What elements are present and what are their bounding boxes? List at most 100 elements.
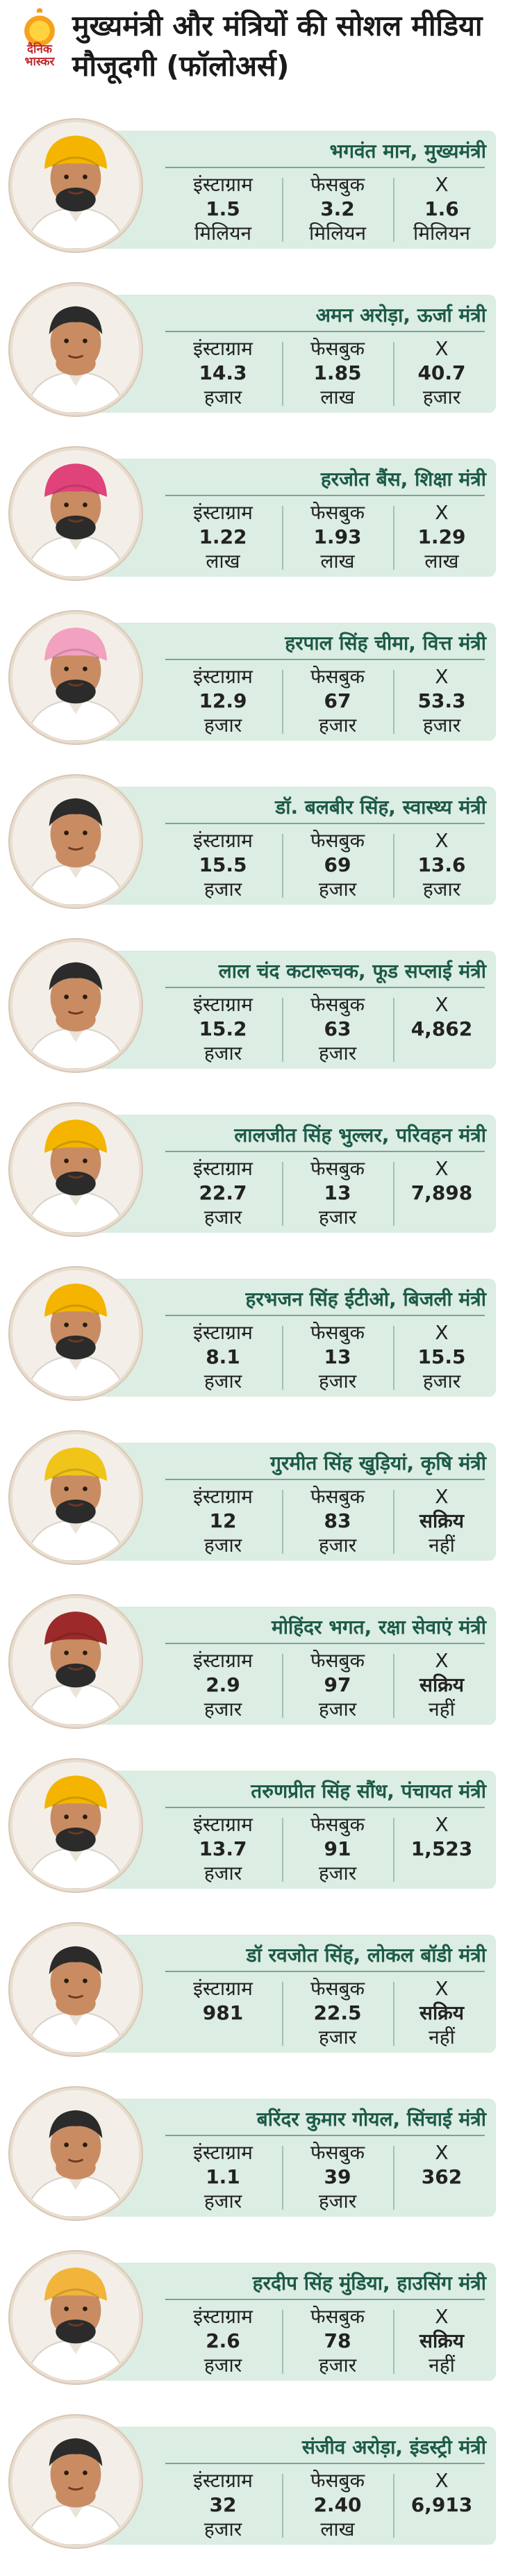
facebook-column: फेसबुक 22.5 हजार bbox=[282, 1976, 393, 2049]
minister-card: हरदीप सिंह मुंडिया, हाउसिंग मंत्री इंस्ट… bbox=[82, 2263, 496, 2381]
minister-photo bbox=[10, 1104, 142, 1236]
x-column: X 1,523 bbox=[393, 1812, 490, 1885]
minister-name: हरजोत बैंस, शिक्षा मंत्री bbox=[320, 468, 486, 491]
minister-name: मोहिंदर भगत, रक्षा सेवाएं मंत्री bbox=[272, 1616, 486, 1639]
instagram-column: इंस्टाग्राम 12 हजार bbox=[164, 1484, 282, 1557]
instagram-value: 1.5 bbox=[206, 197, 240, 220]
instagram-column: इंस्टाग्राम 14.3 हजार bbox=[164, 336, 282, 409]
x-label: X bbox=[435, 1485, 449, 1508]
x-unit: मिलियन bbox=[413, 222, 470, 245]
instagram-value: 32 bbox=[209, 2493, 237, 2516]
minister-photo bbox=[10, 1923, 142, 2056]
minister-entry: भगवंत मान, मुख्यमंत्री इंस्टाग्राम 1.5 म… bbox=[0, 118, 507, 252]
minister-entry: डॉ. बलबीर सिंह, स्वास्थ्य मंत्री इंस्टाग… bbox=[0, 774, 507, 908]
facebook-unit: लाख bbox=[320, 550, 355, 573]
logo-text-line1: दैनिक bbox=[27, 42, 52, 56]
minister-card: हरजोत बैंस, शिक्षा मंत्री इंस्टाग्राम 1.… bbox=[82, 459, 496, 577]
x-label: X bbox=[435, 1321, 449, 1344]
divider-line bbox=[165, 2463, 485, 2464]
x-value: 53.3 bbox=[417, 689, 466, 712]
facebook-column: फेसबुक 97 हजार bbox=[282, 1648, 393, 1721]
minister-card: तरुणप्रीत सिंह सौंध, पंचायत मंत्री इंस्ट… bbox=[82, 1771, 496, 1889]
x-unit: लाख bbox=[424, 550, 459, 573]
divider-line bbox=[165, 167, 485, 168]
instagram-column: इंस्टाग्राम 981 bbox=[164, 1976, 282, 2049]
facebook-value: 1.93 bbox=[313, 525, 362, 548]
facebook-value: 1.85 bbox=[313, 361, 362, 384]
facebook-unit: हजार bbox=[318, 2354, 357, 2377]
facebook-unit: लाख bbox=[320, 386, 355, 409]
minister-card: भगवंत मान, मुख्यमंत्री इंस्टाग्राम 1.5 म… bbox=[82, 131, 496, 249]
divider-line bbox=[165, 2135, 485, 2136]
facebook-unit: हजार bbox=[318, 1042, 357, 1065]
x-label: X bbox=[435, 829, 449, 852]
x-value: 1,523 bbox=[410, 1837, 473, 1860]
instagram-value: 14.3 bbox=[199, 361, 247, 384]
x-unit: हजार bbox=[422, 878, 461, 901]
minister-entry: तरुणप्रीत सिंह सौंध, पंचायत मंत्री इंस्ट… bbox=[0, 1758, 507, 1892]
instagram-unit: लाख bbox=[206, 550, 240, 573]
instagram-label: इंस्टाग्राम bbox=[193, 665, 253, 688]
minister-entry: डॉ रवजोत सिंह, लोकल बॉडी मंत्री इंस्टाग्… bbox=[0, 1922, 507, 2056]
instagram-column: इंस्टाग्राम 8.1 हजार bbox=[164, 1320, 282, 1393]
x-value: सक्रिय bbox=[419, 2001, 464, 2024]
column-separator bbox=[282, 342, 283, 406]
divider-line bbox=[165, 2299, 485, 2300]
minister-card: हरपाल सिंह चीमा, वित्त मंत्री इंस्टाग्रा… bbox=[82, 623, 496, 741]
x-column: X 40.7 हजार bbox=[393, 336, 490, 409]
minister-entry: मोहिंदर भगत, रक्षा सेवाएं मंत्री इंस्टाग… bbox=[0, 1594, 507, 1728]
sun-icon bbox=[17, 13, 63, 58]
x-value: 13.6 bbox=[417, 853, 466, 876]
instagram-unit: हजार bbox=[203, 386, 242, 409]
x-label: X bbox=[435, 1977, 449, 2000]
portrait-illustration bbox=[13, 1762, 139, 1889]
x-unit: नहीं bbox=[429, 2026, 455, 2049]
minister-entry: संजीव अरोड़ा, इंडस्ट्री मंत्री इंस्टाग्र… bbox=[0, 2414, 507, 2548]
instagram-unit: हजार bbox=[203, 1862, 242, 1885]
facebook-label: फेसबुक bbox=[310, 1977, 365, 2000]
portrait-illustration bbox=[13, 1106, 139, 1233]
column-separator bbox=[393, 834, 394, 898]
column-separator bbox=[282, 1326, 283, 1390]
instagram-value: 1.22 bbox=[199, 525, 247, 548]
instagram-unit: हजार bbox=[203, 2190, 242, 2213]
x-value: सक्रिय bbox=[419, 1509, 464, 1532]
instagram-column: इंस्टाग्राम 12.9 हजार bbox=[164, 664, 282, 737]
facebook-label: फेसबुक bbox=[310, 993, 365, 1016]
column-separator bbox=[282, 178, 283, 242]
facebook-label: फेसबुक bbox=[310, 829, 365, 852]
instagram-column: इंस्टाग्राम 1.5 मिलियन bbox=[164, 172, 282, 245]
facebook-column: फेसबुक 78 हजार bbox=[282, 2304, 393, 2377]
minister-entry: गुरमीत सिंह खुड़ियां, कृषि मंत्री इंस्टा… bbox=[0, 1430, 507, 1564]
instagram-value: 1.1 bbox=[206, 2165, 240, 2188]
column-separator bbox=[282, 834, 283, 898]
x-column: X 15.5 हजार bbox=[393, 1320, 490, 1393]
instagram-value: 15.2 bbox=[199, 1017, 247, 1040]
instagram-label: इंस्टाग्राम bbox=[193, 1321, 253, 1344]
instagram-value: 981 bbox=[202, 2001, 244, 2024]
portrait-illustration bbox=[13, 614, 139, 741]
column-separator bbox=[393, 1982, 394, 2046]
facebook-unit: हजार bbox=[318, 1862, 357, 1885]
minister-card: हरभजन सिंह ईटीओ, बिजली मंत्री इंस्टाग्रा… bbox=[82, 1279, 496, 1397]
divider-line bbox=[165, 1807, 485, 1808]
x-value: 4,862 bbox=[410, 1017, 473, 1040]
minister-card: लालजीत सिंह भुल्लर, परिवहन मंत्री इंस्टा… bbox=[82, 1115, 496, 1233]
logo-text: दैनिक भास्कर bbox=[10, 43, 69, 68]
facebook-label: फेसबुक bbox=[310, 173, 365, 196]
instagram-label: इंस्टाग्राम bbox=[193, 337, 253, 360]
instagram-value: 2.9 bbox=[206, 1673, 240, 1696]
portrait-illustration bbox=[13, 1598, 139, 1725]
x-value: 7,898 bbox=[410, 1181, 473, 1204]
facebook-column: फेसबुक 69 हजार bbox=[282, 828, 393, 901]
facebook-label: फेसबुक bbox=[310, 1485, 365, 1508]
minister-photo bbox=[10, 940, 142, 1072]
instagram-column: इंस्टाग्राम 32 हजार bbox=[164, 2468, 282, 2541]
instagram-unit: हजार bbox=[203, 2518, 242, 2541]
header: दैनिक भास्कर मुख्यमंत्री और मंत्रियों की… bbox=[0, 0, 507, 118]
x-value: 15.5 bbox=[417, 1345, 466, 1368]
minister-entry: हरदीप सिंह मुंडिया, हाउसिंग मंत्री इंस्ट… bbox=[0, 2250, 507, 2384]
facebook-value: 83 bbox=[324, 1509, 351, 1532]
minister-photo bbox=[10, 776, 142, 908]
minister-entry: अमन अरोड़ा, ऊर्जा मंत्री इंस्टाग्राम 14.… bbox=[0, 282, 507, 416]
